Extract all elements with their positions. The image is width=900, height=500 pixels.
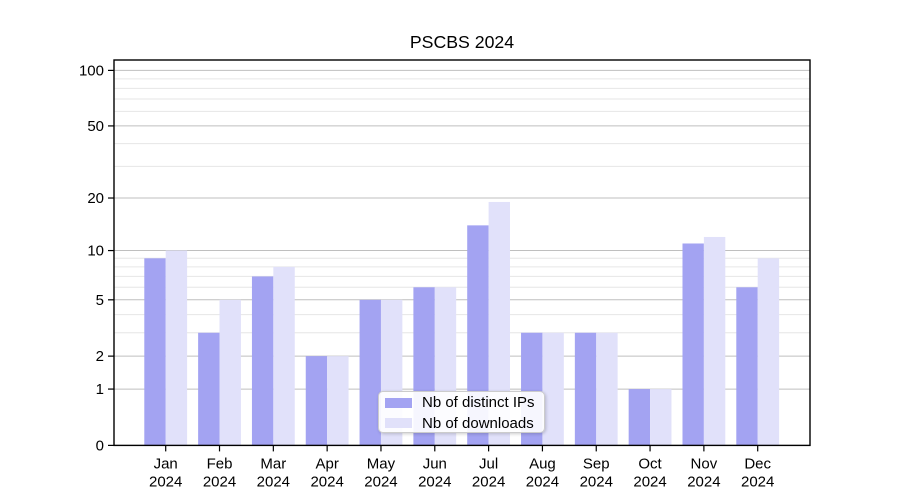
svg-text:Nov: Nov bbox=[691, 455, 718, 472]
svg-text:2024: 2024 bbox=[526, 473, 559, 490]
svg-text:PSCBS 2024: PSCBS 2024 bbox=[410, 32, 514, 52]
svg-text:2024: 2024 bbox=[149, 473, 182, 490]
svg-text:2024: 2024 bbox=[687, 473, 720, 490]
svg-text:Mar: Mar bbox=[260, 455, 286, 472]
svg-text:2024: 2024 bbox=[633, 473, 666, 490]
svg-text:2024: 2024 bbox=[472, 473, 505, 490]
svg-text:Apr: Apr bbox=[315, 455, 338, 472]
svg-text:100: 100 bbox=[79, 62, 104, 79]
svg-text:2024: 2024 bbox=[364, 473, 397, 490]
svg-text:Sep: Sep bbox=[583, 455, 610, 472]
svg-text:Jan: Jan bbox=[154, 455, 178, 472]
svg-text:2024: 2024 bbox=[203, 473, 236, 490]
svg-text:Dec: Dec bbox=[744, 455, 771, 472]
svg-text:Jun: Jun bbox=[423, 455, 447, 472]
svg-text:2024: 2024 bbox=[310, 473, 343, 490]
svg-text:Aug: Aug bbox=[529, 455, 556, 472]
svg-text:2024: 2024 bbox=[418, 473, 451, 490]
svg-text:May: May bbox=[367, 455, 396, 472]
svg-text:Oct: Oct bbox=[638, 455, 662, 472]
svg-text:Jul: Jul bbox=[479, 455, 498, 472]
svg-text:50: 50 bbox=[87, 118, 104, 135]
svg-text:2024: 2024 bbox=[580, 473, 613, 490]
svg-text:Feb: Feb bbox=[207, 455, 233, 472]
svg-text:0: 0 bbox=[96, 437, 104, 454]
svg-text:2024: 2024 bbox=[741, 473, 774, 490]
svg-text:1: 1 bbox=[96, 381, 104, 398]
svg-text:20: 20 bbox=[87, 190, 104, 207]
svg-text:2: 2 bbox=[96, 348, 104, 365]
svg-text:2024: 2024 bbox=[257, 473, 290, 490]
svg-text:10: 10 bbox=[87, 243, 104, 260]
svg-text:5: 5 bbox=[96, 292, 104, 309]
